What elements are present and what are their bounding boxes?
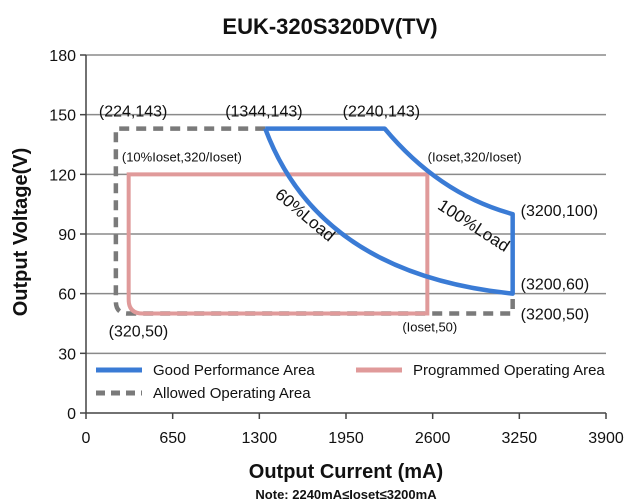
y-tick-label: 0 [67,406,76,423]
y-tick-label: 180 [49,48,76,65]
x-tick-label: 650 [159,430,186,447]
x-tick-label: 1300 [242,430,278,447]
x-tick-label: 3900 [588,430,624,447]
annotation-layer: (224,143) (1344,143) (2240,143) (10%Ioset,3… [99,104,598,341]
legend-good-performance-area-label: Good Performance Area [153,362,315,379]
label-point-1344-143: (1344,143) [225,104,302,121]
label-60pct-load: 60%Load [271,185,338,246]
label-100pct-load: 100%Load [434,196,513,256]
chart-title: EUK-320S320DV(TV) [222,14,437,39]
label-point-320-50: (320,50) [109,324,169,341]
y-axis-title: Output Voltage(V) [10,148,32,317]
y-tick-label: 150 [49,108,76,125]
label-ioset-320: (Ioset,320/Ioset) [428,149,522,164]
y-tick-label: 30 [58,346,76,363]
y-tick-label: 90 [58,227,76,244]
y-tick-label: 60 [58,287,76,304]
label-ioset-50: (Ioset,50) [402,320,457,335]
series-programmed-operating-area [126,172,430,316]
series-good-performance-area [263,126,515,296]
legend-programmed-operating-area-label: Programmed Operating Area [413,362,605,379]
y-tick-label: 120 [49,167,76,184]
x-tick-label: 0 [82,430,91,447]
chart-note: Note: 2240mA≤Ioset≤3200mA [255,487,437,502]
legend-allowed-operating-area-label: Allowed Operating Area [153,385,311,402]
x-tick-label: 1950 [328,430,364,447]
x-axis-title: Output Current (mA) [249,461,443,483]
tick-layer: 0 30 60 90 120 150 180 0 650 1300 1950 2600 3250 3900 [49,48,624,447]
series-layer [113,126,515,316]
x-tick-label: 3250 [502,430,538,447]
label-point-2240-143: (2240,143) [343,104,420,121]
label-point-3200-60: (3200,60) [521,277,590,294]
legend: Good Performance Area Programmed Operatin… [96,362,605,402]
series-allowed-operating-area [113,126,515,316]
label-point-3200-100: (3200,100) [521,203,598,220]
label-10pct-ioset: (10%Ioset,320/Ioset) [122,149,242,164]
label-point-3200-50: (3200,50) [521,307,590,324]
x-tick-label: 2600 [415,430,451,447]
label-point-224-143: (224,143) [99,104,168,121]
